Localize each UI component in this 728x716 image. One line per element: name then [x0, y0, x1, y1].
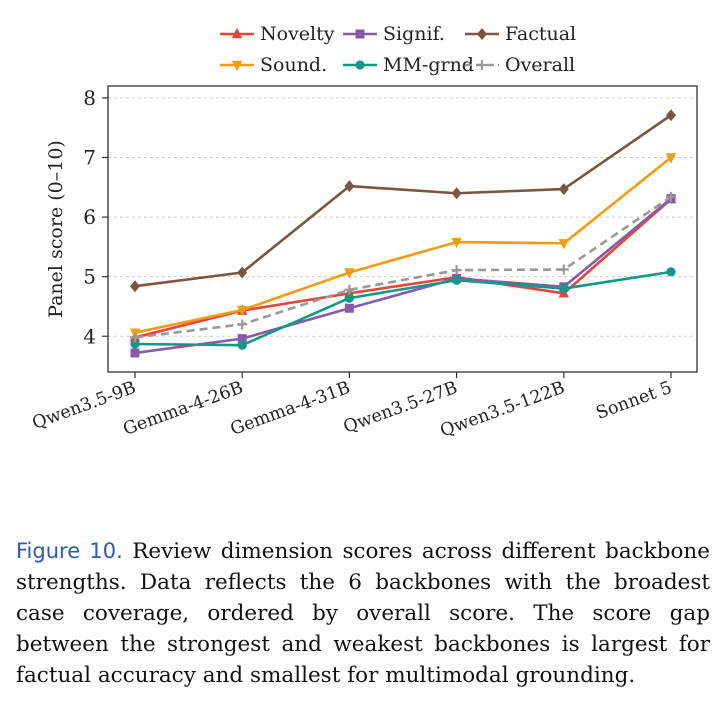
legend-label: Sound.: [260, 54, 327, 76]
y-axis-label: Panel score (0–10): [45, 140, 67, 318]
series-novelty: [129, 193, 677, 342]
data-point-mm-grnd: [666, 267, 676, 277]
legend-item-overall: Overall: [465, 54, 575, 76]
legend-item-novelty: Novelty: [220, 23, 335, 45]
legend-item-signif: Signif.: [343, 23, 445, 45]
data-point-mm-grnd: [237, 340, 247, 350]
y-tick-label: 8: [83, 86, 96, 110]
data-point-sound: [237, 305, 248, 317]
legend-swatch-marker: [477, 28, 487, 40]
data-point-sound: [665, 153, 677, 164]
series-line-sound: [134, 156, 672, 334]
data-point-mm-grnd: [130, 339, 140, 349]
y-tick-label: 7: [83, 146, 96, 170]
series-line-overall: [134, 195, 672, 339]
legend-swatch-marker: [231, 60, 243, 72]
series-line-signif: [134, 197, 672, 355]
data-point-sound: [558, 239, 569, 250]
legend: Novelty Signif. Factual Sound. MM-grnd Overal…: [220, 23, 576, 76]
series-layer: [129, 109, 677, 358]
x-tick-label: Gemma-4-31B: [228, 378, 353, 440]
data-point-mm-grnd: [452, 275, 462, 285]
data-point-overall: [558, 264, 569, 275]
legend-label: MM-grnd: [383, 54, 474, 76]
data-point-factual: [558, 183, 569, 196]
legend-label: Novelty: [260, 23, 335, 45]
series-sound: [129, 153, 677, 339]
series-line-mm-grnd: [134, 270, 672, 347]
legend-swatch-marker: [231, 27, 243, 39]
series-mm-grnd: [130, 267, 676, 350]
data-point-mm-grnd: [559, 283, 569, 294]
figure-label: Figure 10.: [16, 539, 123, 563]
data-point-overall: [130, 332, 140, 343]
data-point-signif: [130, 348, 140, 358]
data-point-factual: [130, 280, 140, 293]
data-point-factual: [344, 180, 355, 193]
figure-caption: Figure 10. Review dimension scores acros…: [16, 536, 710, 691]
data-point-overall: [344, 284, 355, 295]
data-point-overall: [666, 191, 676, 202]
grid-lines: [108, 97, 697, 337]
series-factual: [130, 109, 676, 293]
data-point-factual: [237, 266, 248, 279]
legend-swatch-marker: [477, 60, 487, 70]
data-point-sound: [344, 268, 355, 279]
x-tick-label: Sonnet 5: [593, 378, 674, 424]
x-tick-label: Qwen3.5-122B: [438, 378, 568, 442]
data-point-overall: [451, 265, 462, 276]
y-tick-label: 6: [83, 205, 96, 229]
line-chart: 45678Qwen3.5-9BGemma-4-26BGemma-4-31BQwe…: [30, 23, 698, 442]
legend-label: Signif.: [383, 23, 445, 45]
legend-swatch-marker: [355, 60, 365, 70]
legend-swatch-marker: [355, 29, 365, 39]
data-point-factual: [666, 109, 676, 122]
legend-item-factual: Factual: [465, 23, 576, 45]
series-overall: [130, 191, 676, 343]
data-point-signif: [237, 334, 247, 344]
caption-text: Review dimension scores across different…: [16, 539, 710, 688]
y-tick-label: 4: [83, 324, 96, 348]
plot-frame: [107, 85, 698, 373]
y-tick-label: 5: [83, 265, 96, 289]
series-line-factual: [134, 114, 672, 288]
x-tick-label: Gemma-4-26B: [121, 378, 246, 440]
data-point-sound: [451, 237, 462, 249]
axes: 45678Qwen3.5-9BGemma-4-26BGemma-4-31BQwe…: [30, 86, 675, 442]
legend-label: Factual: [505, 23, 576, 45]
legend-item-mm-grnd: MM-grnd: [343, 54, 474, 76]
legend-label: Overall: [505, 54, 575, 76]
legend-item-sound: Sound.: [220, 54, 327, 76]
data-point-overall: [237, 319, 248, 330]
data-point-mm-grnd: [344, 293, 354, 303]
data-point-signif: [344, 303, 354, 313]
data-point-factual: [451, 187, 462, 200]
